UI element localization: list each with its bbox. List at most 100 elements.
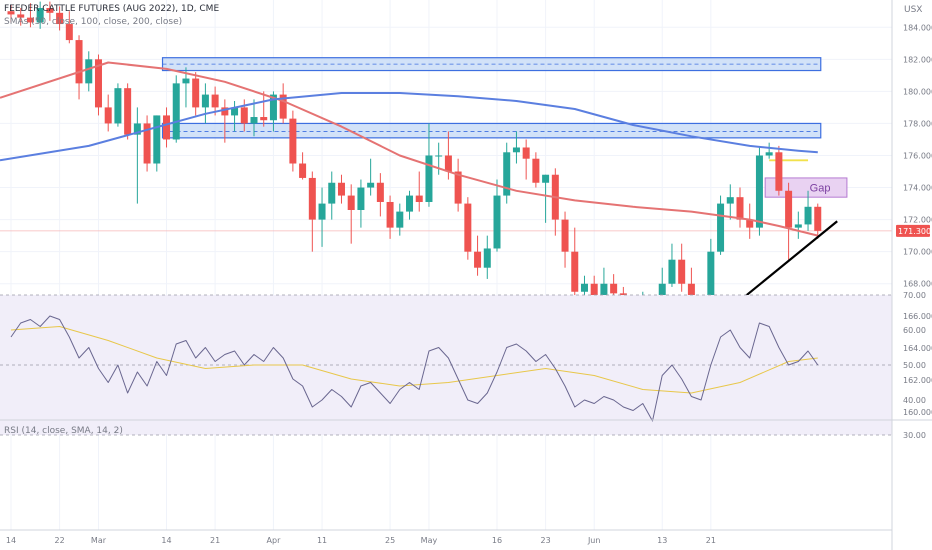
sma-fast-line <box>0 61 819 237</box>
candle-body <box>668 259 676 284</box>
candle-body <box>133 123 141 135</box>
candle-body <box>600 283 608 300</box>
candle-body <box>406 195 414 212</box>
candle-body <box>153 115 161 164</box>
candle-body <box>94 59 102 108</box>
candle-body <box>717 203 725 252</box>
candle-body <box>415 195 423 202</box>
candle-body <box>571 251 579 292</box>
price-tick-label: 160.000 <box>903 408 932 417</box>
candle-body <box>163 115 171 140</box>
last-price-label: 171.300 <box>898 227 931 236</box>
rsi-tick-label: 70.00 <box>903 291 926 300</box>
candle-body <box>425 155 433 202</box>
time-tick-label: 22 <box>55 536 65 545</box>
candle-body <box>396 211 404 228</box>
candle-body <box>231 107 239 116</box>
candle-body <box>483 248 491 268</box>
candle-body <box>707 251 715 332</box>
sma-slow-line <box>0 92 818 162</box>
candle-body <box>114 88 122 124</box>
price-tick-label: 182.000 <box>903 55 932 64</box>
rsi-pane <box>0 294 892 436</box>
candle-body <box>532 158 540 183</box>
price-tick-label: 168.000 <box>903 280 932 289</box>
candle-body <box>7 11 15 15</box>
candle-body <box>36 8 44 23</box>
rsi-line <box>10 315 819 422</box>
price-tick-label: 178.000 <box>903 119 932 128</box>
price-tick-label: 180.000 <box>903 87 932 96</box>
candle-body <box>65 24 73 41</box>
time-tick-label: 13 <box>657 536 667 545</box>
price-tick-label: 184.000 <box>903 23 932 32</box>
candle-body <box>211 94 219 108</box>
candle-body <box>814 206 822 231</box>
candle-body <box>299 163 307 178</box>
candle-body <box>143 123 151 164</box>
candle-body <box>75 40 83 84</box>
price-tick-label: 166.000 <box>903 312 932 321</box>
candle-body <box>376 182 384 202</box>
symbol-title: FEEDER CATTLE FUTURES (AUG 2022), 1D, CM… <box>4 4 220 14</box>
gap-label: Gap <box>810 183 831 195</box>
candle-body <box>279 94 287 119</box>
candle-body <box>328 182 336 204</box>
time-tick-label: 25 <box>385 536 395 545</box>
candle-body <box>561 219 569 252</box>
candle-body <box>580 283 588 292</box>
candle-body <box>464 203 472 252</box>
last-price-tag <box>896 224 930 237</box>
candle-body <box>804 206 812 225</box>
candle-body <box>367 182 375 188</box>
time-tick-label: Mar <box>91 536 107 545</box>
time-tick-label: 11 <box>317 536 327 545</box>
candle-body <box>610 283 618 294</box>
candle-body <box>435 155 443 157</box>
time-tick-label: May <box>421 536 438 545</box>
candle-body <box>542 174 550 183</box>
candle-body <box>240 107 248 124</box>
candle-body <box>26 17 34 23</box>
time-tick-label: 14 <box>6 536 16 545</box>
candle-body <box>308 177 316 220</box>
candle-body <box>221 107 229 116</box>
candle-body <box>794 224 802 228</box>
currency-label: USX <box>904 5 923 15</box>
candle-body <box>269 94 277 121</box>
candle-body <box>318 203 326 220</box>
candle-body <box>474 251 482 268</box>
candle-body <box>182 78 190 84</box>
candle-body <box>678 259 686 284</box>
candle-body <box>46 8 54 13</box>
candle-body <box>444 155 452 172</box>
rsi-tick-label: 40.00 <box>903 396 926 405</box>
price-tick-label: 164.000 <box>903 344 932 353</box>
time-tick-label: Apr <box>267 536 282 545</box>
rsi-legend: RSI (14, close, SMA, 14, 2) <box>4 426 123 436</box>
candle-body <box>785 190 793 228</box>
candle-body <box>17 14 25 18</box>
candle-body <box>124 88 132 135</box>
rsi-tick-label: 60.00 <box>903 326 926 335</box>
candle-body <box>590 283 598 300</box>
candle-body <box>522 147 530 159</box>
candle-body <box>357 187 365 210</box>
overlays: Gap <box>0 57 892 232</box>
candle-body <box>250 117 258 124</box>
candle-body <box>56 12 64 25</box>
candle-body <box>172 83 180 140</box>
rsi-ma-line <box>10 326 818 394</box>
sma-legend: SMAs (50, close, 100, close, 200, close) <box>4 17 183 27</box>
candle-body <box>765 152 773 156</box>
candle-body <box>454 171 462 204</box>
candle-body <box>493 195 501 249</box>
candle-body <box>775 152 783 191</box>
candle-body <box>512 147 520 153</box>
candle-body <box>755 155 763 228</box>
candle-body <box>192 78 200 108</box>
rsi-tick-label: 30.00 <box>903 431 926 440</box>
